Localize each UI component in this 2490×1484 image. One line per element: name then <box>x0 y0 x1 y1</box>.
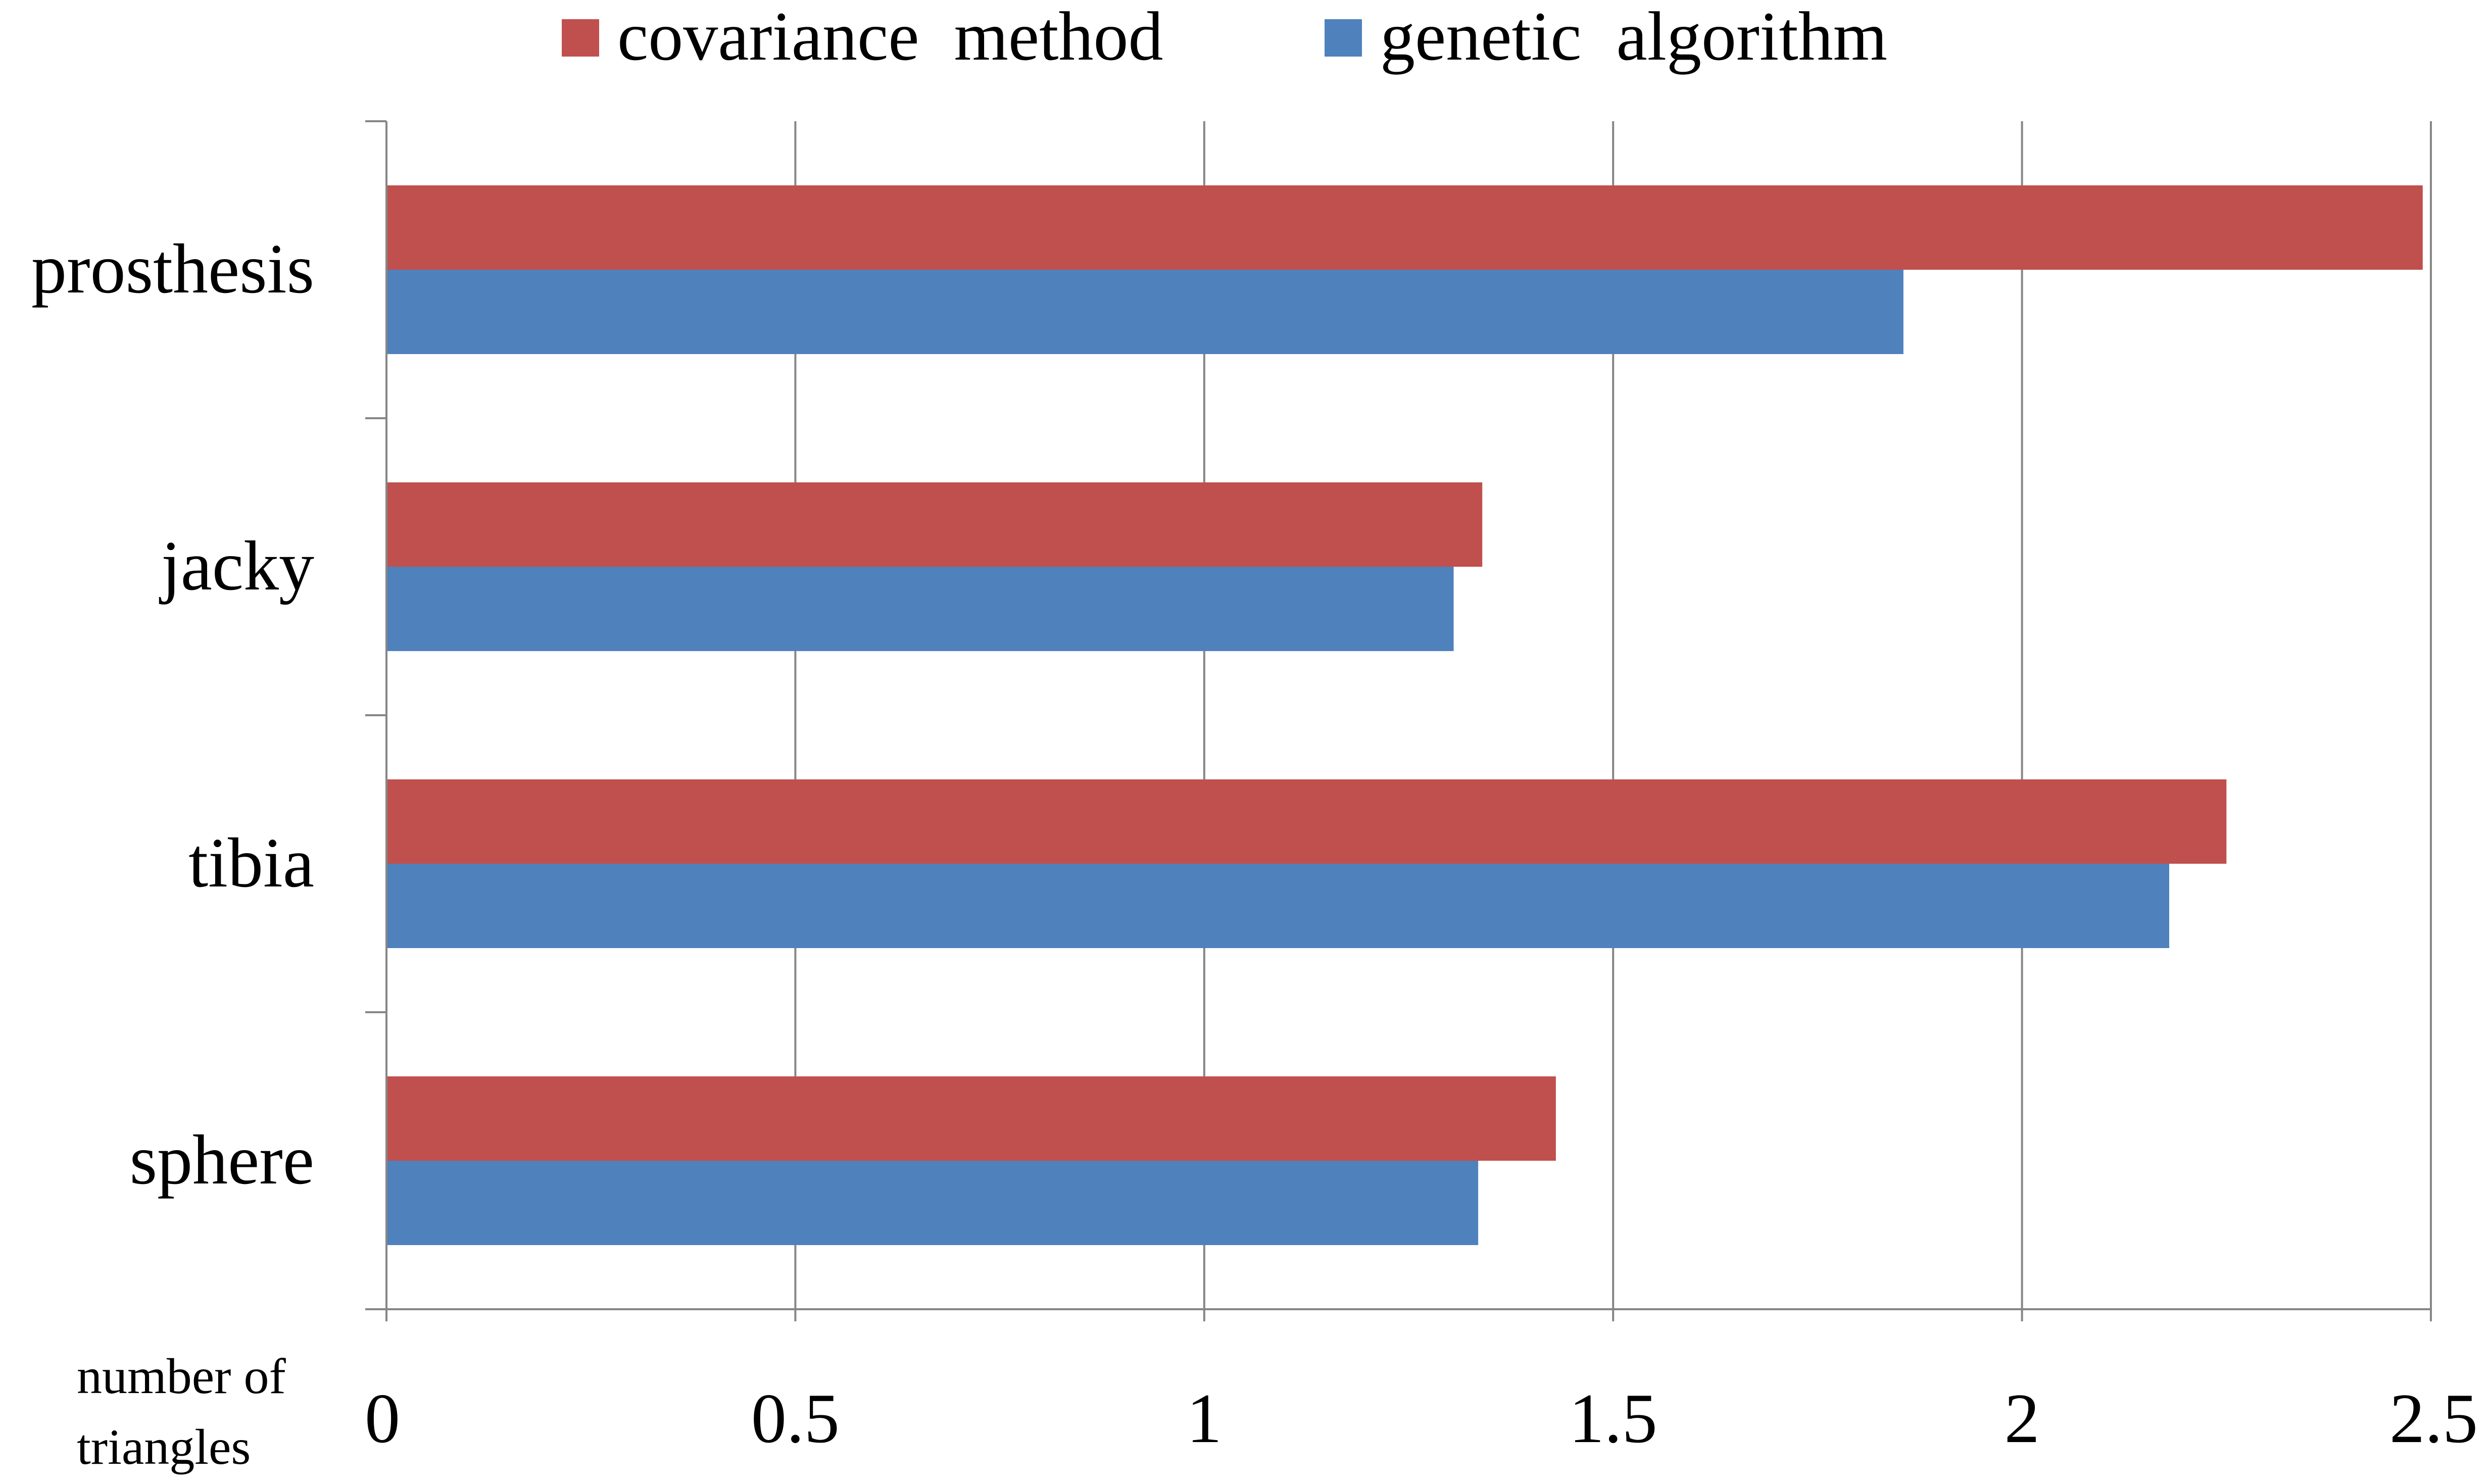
category-label-prosthesis: prosthesis <box>31 230 314 308</box>
legend-label-covariance-method: covariance method <box>617 0 1163 75</box>
bar-jacky-genetic-algorithm <box>386 567 1454 651</box>
legend-swatch-genetic-algorithm <box>1325 19 1362 57</box>
bar-prosthesis-covariance-method <box>386 185 2423 270</box>
x-tick-label-1: 1 <box>1187 1379 1222 1458</box>
bar-sphere-genetic-algorithm <box>386 1161 1479 1245</box>
legend: covariance method genetic algorithm <box>562 0 1887 75</box>
category-label-jacky: jacky <box>159 527 314 605</box>
bar-tibia-covariance-method <box>386 779 2227 864</box>
x-axis-title: number of triangles <box>77 1348 286 1475</box>
bars <box>386 185 2423 1245</box>
x-axis-title-line-2: triangles <box>77 1419 251 1475</box>
x-tick-label-0-5: 0.5 <box>751 1379 840 1458</box>
legend-swatch-covariance-method <box>562 19 599 57</box>
category-label-tibia: tibia <box>188 824 314 902</box>
axes <box>365 120 2432 1321</box>
bar-sphere-covariance-method <box>386 1076 1556 1161</box>
bar-jacky-covariance-method <box>386 482 1483 567</box>
x-tick-label-1-5: 1.5 <box>1569 1379 1657 1458</box>
x-axis-title-line-1: number of <box>77 1348 286 1404</box>
x-tick-labels: 0 0.5 1 1.5 2 2.5 <box>365 1379 2478 1458</box>
x-tick-label-2-5: 2.5 <box>2389 1379 2478 1458</box>
x-tick-label-2: 2 <box>2005 1379 2040 1458</box>
bar-tibia-genetic-algorithm <box>386 864 2169 948</box>
bar-prosthesis-genetic-algorithm <box>386 270 1903 354</box>
legend-label-genetic-algorithm: genetic algorithm <box>1380 0 1887 75</box>
category-label-sphere: sphere <box>130 1121 314 1199</box>
category-labels: prosthesis jacky tibia sphere <box>31 230 314 1199</box>
x-tick-label-0: 0 <box>365 1379 400 1458</box>
